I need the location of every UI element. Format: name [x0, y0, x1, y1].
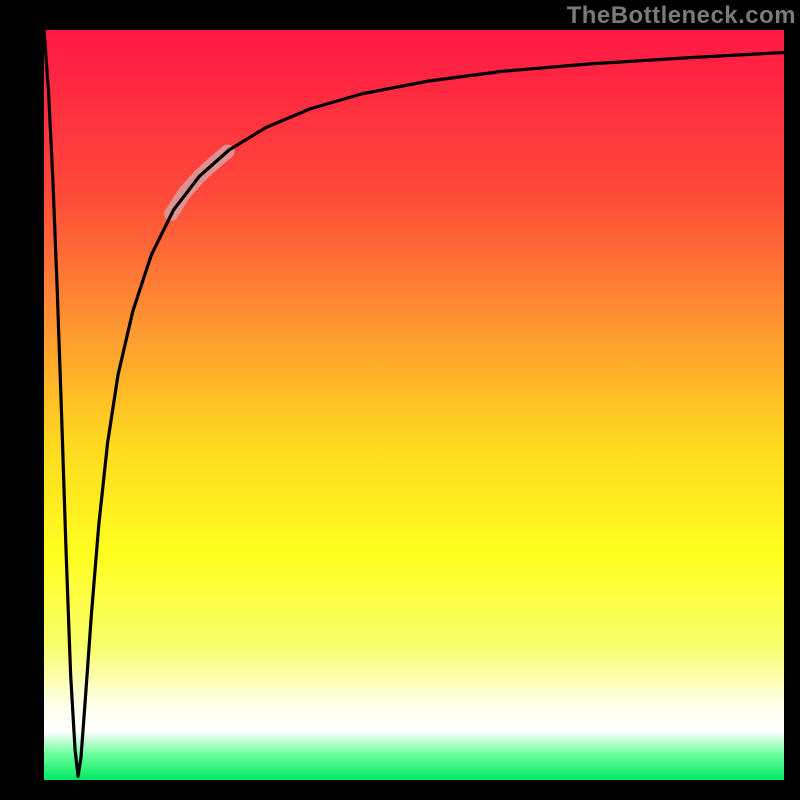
curve-layer — [44, 30, 784, 780]
primary-curve — [44, 30, 784, 776]
watermark-text: TheBottleneck.com — [567, 0, 800, 30]
plot-area — [44, 30, 784, 780]
chart-frame: TheBottleneck.com — [0, 0, 800, 800]
